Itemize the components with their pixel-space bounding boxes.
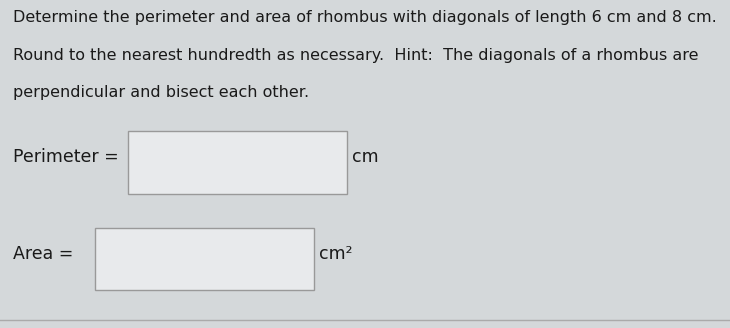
Text: Determine the perimeter and area of rhombus with diagonals of length 6 cm and 8 : Determine the perimeter and area of rhom… (13, 10, 717, 25)
Text: Round to the nearest hundredth as necessary.  Hint:  The diagonals of a rhombus : Round to the nearest hundredth as necess… (13, 48, 699, 63)
Text: cm: cm (352, 149, 378, 166)
FancyBboxPatch shape (128, 131, 347, 194)
FancyBboxPatch shape (95, 228, 314, 290)
Text: Area =: Area = (13, 245, 79, 263)
Text: cm²: cm² (319, 245, 353, 263)
Text: perpendicular and bisect each other.: perpendicular and bisect each other. (13, 85, 310, 100)
Text: Perimeter =: Perimeter = (13, 149, 124, 166)
